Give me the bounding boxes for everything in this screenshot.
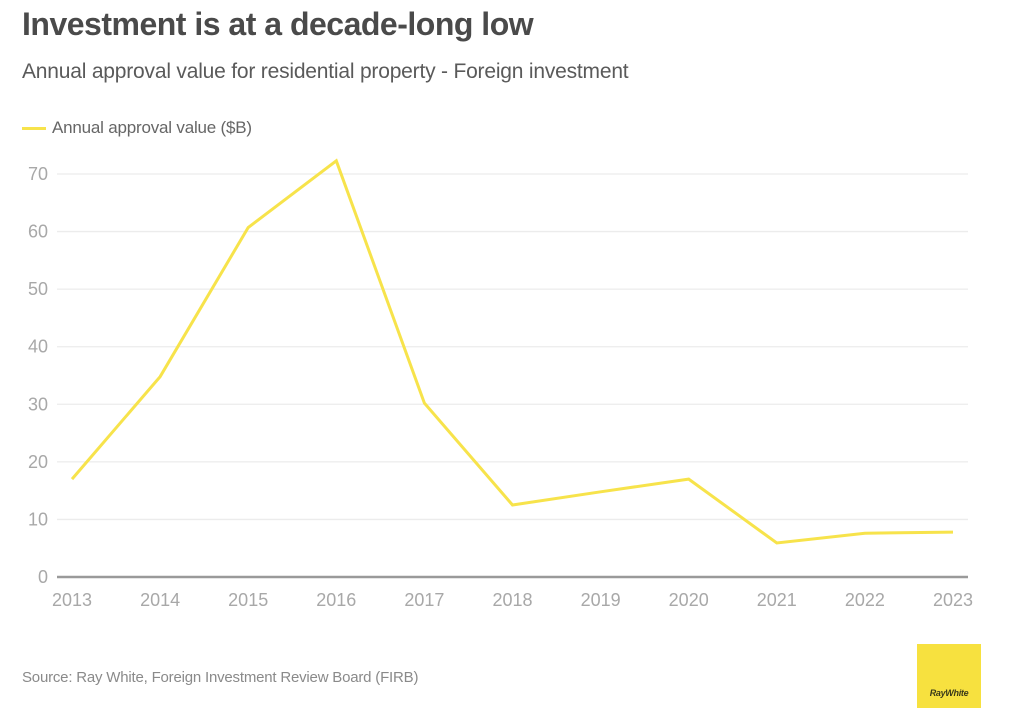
- x-tick-label: 2018: [492, 590, 532, 610]
- legend-label: Annual approval value ($B): [52, 118, 252, 137]
- x-tick-label: 2015: [228, 590, 268, 610]
- source-note: Source: Ray White, Foreign Investment Re…: [22, 669, 419, 686]
- y-tick-label: 60: [28, 222, 48, 242]
- series-line: [70, 158, 954, 545]
- x-tick-label: 2020: [669, 590, 709, 610]
- y-tick-label: 50: [28, 279, 48, 299]
- legend-swatch: [22, 126, 46, 130]
- gridlines: [57, 173, 968, 521]
- chart-subtitle: Annual approval value for residential pr…: [22, 60, 629, 83]
- x-tick-label: 2022: [845, 590, 885, 610]
- y-tick-label: 30: [28, 394, 48, 414]
- x-tick-label: 2013: [52, 590, 92, 610]
- legend: Annual approval value ($B): [22, 118, 252, 138]
- logo-text: RayWhite: [929, 688, 969, 698]
- ray-white-logo: RayWhite: [917, 644, 981, 708]
- y-tick-label: 0: [38, 567, 48, 587]
- x-tick-label: 2019: [581, 590, 621, 610]
- x-tick-label: 2017: [404, 590, 444, 610]
- chart-title: Investment is at a decade-long low: [22, 6, 534, 42]
- series-lines: [70, 158, 954, 545]
- x-tick-label: 2016: [316, 590, 356, 610]
- x-tick-label: 2021: [757, 590, 797, 610]
- y-tick-label: 10: [28, 509, 48, 529]
- y-tick-label: 70: [28, 164, 48, 184]
- x-tick-label: 2014: [140, 590, 180, 610]
- x-tick-label: 2023: [933, 590, 973, 610]
- y-axis-ticks: 0 10 20 30 40 50 60 70: [28, 164, 48, 587]
- x-axis-ticks: 2013 2014 2015 2016 2017 2018 2019 2020 2021 2022…: [52, 590, 973, 610]
- y-tick-label: 40: [28, 337, 48, 357]
- y-tick-label: 20: [28, 452, 48, 472]
